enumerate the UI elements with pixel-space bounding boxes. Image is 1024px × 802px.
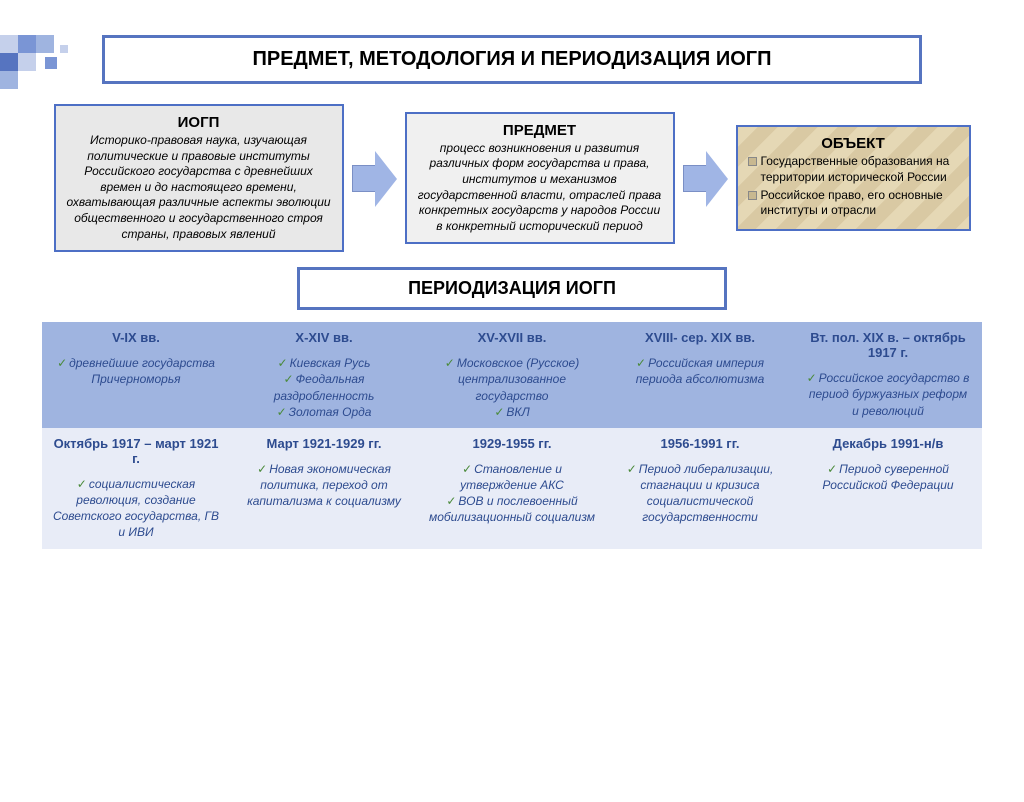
period-items: Московское (Русское) централизованное го… — [428, 355, 596, 420]
corner-decoration — [0, 35, 90, 95]
period-item: древнейшие государства Причерноморья — [52, 355, 220, 387]
object-bullet-text: Российское право, его основные институты… — [761, 188, 959, 219]
period-items: Российская империя периода абсолютизма — [616, 355, 784, 387]
object-items: Государственные образования на территори… — [748, 154, 959, 218]
period-title: 1956-1991 гг. — [616, 436, 784, 451]
period-title: XVIII- сер. XIX вв. — [616, 330, 784, 345]
object-bullet: Российское право, его основные институты… — [748, 188, 959, 219]
period-item: ВОВ и послевоенный мобилизационный социа… — [428, 493, 596, 525]
period-cell: Вт. пол. XIX в. – октябрь 1917 г. Российс… — [794, 322, 982, 428]
period-item: Период суверенной Российской Федерации — [804, 461, 972, 493]
predmet-desc: процесс возникновения и развития различн… — [417, 141, 663, 235]
bullet-icon — [748, 157, 757, 166]
period-cell: X-XIV вв. Киевская РусьФеодальная раздроб… — [230, 322, 418, 428]
main-title: ПРЕДМЕТ, МЕТОДОЛОГИЯ И ПЕРИОДИЗАЦИЯ ИОГП — [102, 35, 922, 84]
predmet-title: ПРЕДМЕТ — [417, 122, 663, 139]
period-items: Новая экономическая политика, переход от… — [240, 461, 408, 510]
period-item: Новая экономическая политика, переход от… — [240, 461, 408, 510]
bullet-icon — [748, 191, 757, 200]
period-items: Период либерализации, стагнации и кризис… — [616, 461, 784, 526]
period-item: Московское (Русское) централизованное го… — [428, 355, 596, 404]
section-title: ПЕРИОДИЗАЦИЯ ИОГП — [297, 267, 727, 310]
period-cell: Март 1921-1929 гг. Новая экономическая по… — [230, 428, 418, 549]
period-title: Октябрь 1917 – март 1921 г. — [52, 436, 220, 466]
period-items: Становление и утверждение АКСВОВ и после… — [428, 461, 596, 526]
object-title: ОБЪЕКТ — [748, 135, 959, 152]
object-box: ОБЪЕКТ Государственные образования на те… — [736, 125, 971, 230]
period-item: Период либерализации, стагнации и кризис… — [616, 461, 784, 526]
iogp-box: ИОГП Историко-правовая наука, изучающая … — [54, 104, 344, 252]
iogp-desc: Историко-правовая наука, изучающая полит… — [66, 133, 332, 242]
period-cell: XVIII- сер. XIX вв. Российская империя пе… — [606, 322, 794, 428]
period-title: 1929-1955 гг. — [428, 436, 596, 451]
period-item: Киевская Русь — [240, 355, 408, 371]
object-bullet: Государственные образования на территори… — [748, 154, 959, 185]
period-cell: Октябрь 1917 – март 1921 г. социалистичес… — [42, 428, 230, 549]
period-item: Российская империя периода абсолютизма — [616, 355, 784, 387]
period-cell: 1956-1991 гг. Период либерализации, стагн… — [606, 428, 794, 549]
period-cell: XV-XVII вв. Московское (Русское) централи… — [418, 322, 606, 428]
period-item: Феодальная раздробленность — [240, 371, 408, 403]
table-row: V-IX вв. древнейшие государства Причерном… — [42, 322, 982, 428]
period-item: ВКЛ — [428, 404, 596, 420]
predmet-box: ПРЕДМЕТ процесс возникновения и развития… — [405, 112, 675, 245]
period-title: X-XIV вв. — [240, 330, 408, 345]
period-items: Российское государство в период буржуазн… — [804, 370, 972, 419]
periodization-table: V-IX вв. древнейшие государства Причерном… — [42, 322, 982, 549]
period-items: социалистическая революция, создание Сов… — [52, 476, 220, 541]
period-cell: Декабрь 1991-н/в Период суверенной Россий… — [794, 428, 982, 549]
period-cell: V-IX вв. древнейшие государства Причерном… — [42, 322, 230, 428]
period-items: древнейшие государства Причерноморья — [52, 355, 220, 387]
arrow-icon — [352, 151, 397, 206]
period-items: Киевская РусьФеодальная раздробленностьЗ… — [240, 355, 408, 420]
period-title: V-IX вв. — [52, 330, 220, 345]
period-item: Российское государство в период буржуазн… — [804, 370, 972, 419]
period-items: Период суверенной Российской Федерации — [804, 461, 972, 493]
concept-row: ИОГП Историко-правовая наука, изучающая … — [0, 104, 1024, 252]
period-title: XV-XVII вв. — [428, 330, 596, 345]
period-item: Становление и утверждение АКС — [428, 461, 596, 493]
table-row: Октябрь 1917 – март 1921 г. социалистичес… — [42, 428, 982, 549]
iogp-title: ИОГП — [66, 114, 332, 131]
arrow-icon — [683, 151, 728, 206]
period-title: Март 1921-1929 гг. — [240, 436, 408, 451]
period-title: Вт. пол. XIX в. – октябрь 1917 г. — [804, 330, 972, 360]
period-cell: 1929-1955 гг. Становление и утверждение А… — [418, 428, 606, 549]
object-bullet-text: Государственные образования на территори… — [761, 154, 959, 185]
period-item: Золотая Орда — [240, 404, 408, 420]
period-item: социалистическая революция, создание Сов… — [52, 476, 220, 541]
period-title: Декабрь 1991-н/в — [804, 436, 972, 451]
